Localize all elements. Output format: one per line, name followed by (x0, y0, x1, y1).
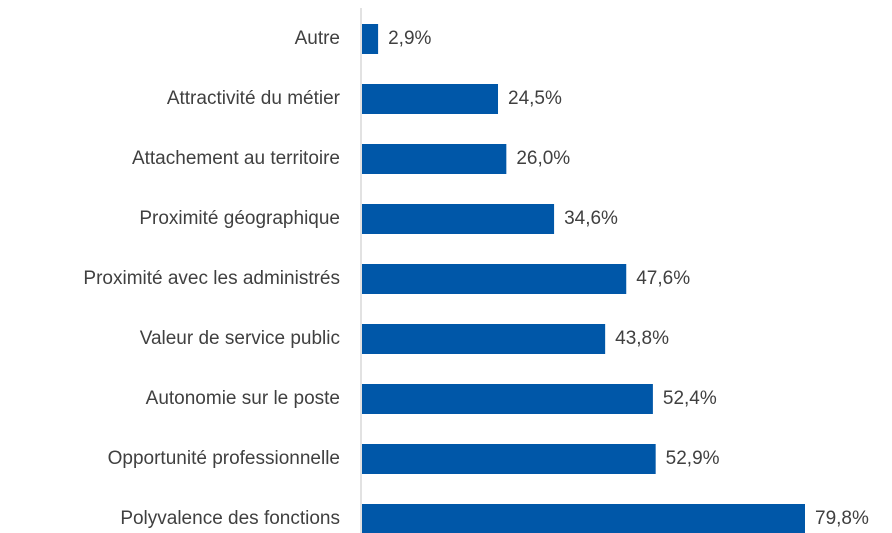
category-label: Opportunité professionnelle (108, 448, 340, 469)
value-label: 52,9% (666, 448, 720, 469)
value-label: 26,0% (516, 148, 570, 169)
bar (362, 24, 379, 54)
bar (362, 84, 499, 114)
bar (362, 324, 606, 354)
value-label: 47,6% (636, 268, 690, 289)
value-label: 79,8% (815, 508, 869, 529)
category-label: Attractivité du métier (167, 88, 341, 109)
category-label: Polyvalence des fonctions (120, 508, 340, 529)
bar (362, 264, 627, 294)
value-label: 34,6% (564, 208, 618, 229)
category-label: Attachement au territoire (132, 148, 340, 169)
value-label: 24,5% (508, 88, 562, 109)
category-label: Autre (295, 28, 340, 49)
value-label: 52,4% (663, 388, 717, 409)
category-label: Valeur de service public (140, 328, 340, 349)
bar (362, 384, 653, 414)
category-label: Proximité géographique (139, 208, 340, 229)
bar (362, 504, 805, 533)
category-label: Proximité avec les administrés (83, 268, 340, 289)
bar (362, 144, 507, 174)
category-label: Autonomie sur le poste (146, 388, 340, 409)
bar (362, 444, 656, 474)
bar (362, 204, 555, 234)
value-label: 43,8% (615, 328, 669, 349)
value-label: 2,9% (388, 28, 431, 49)
